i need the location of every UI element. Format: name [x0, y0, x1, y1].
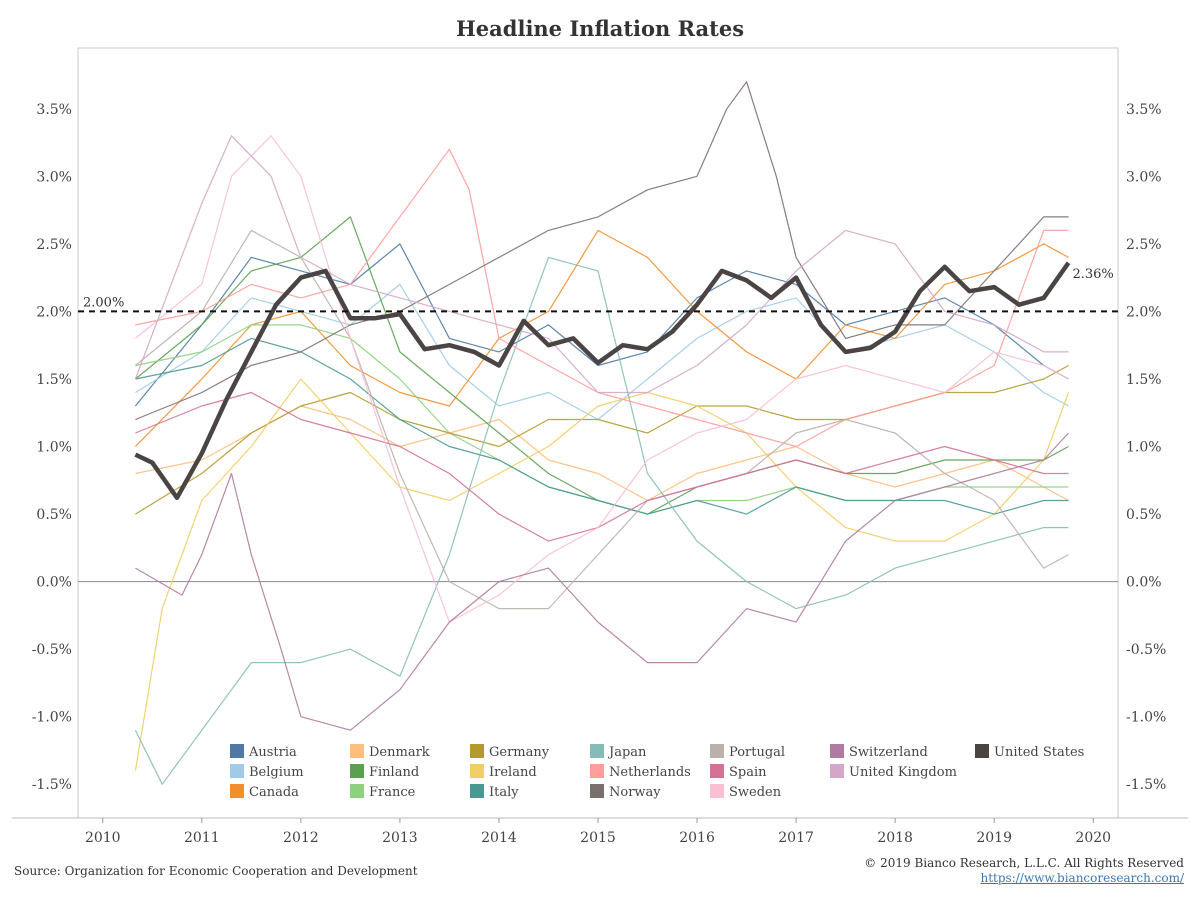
legend-label: United States [994, 745, 1084, 760]
y-tick-label-right: -0.5% [1126, 642, 1166, 658]
copyright-note: © 2019 Bianco Research, L.L.C. All Right… [864, 856, 1184, 870]
series-line-sweden [135, 135, 1069, 623]
legend-label: France [369, 785, 416, 800]
plot-frame [77, 47, 1119, 819]
y-tick-label-left: 2.5% [36, 237, 72, 253]
y-tick-label-left: -0.5% [32, 642, 72, 658]
website-link[interactable]: https://www.biancoresearch.com/ [980, 871, 1184, 885]
legend-label: Austria [248, 745, 297, 760]
y-tick-label-left: 0.0% [36, 575, 72, 591]
legend: Austria Belgium Canada Denmark Finland France… [230, 744, 1084, 800]
y-tick-label-right: 2.5% [1126, 237, 1162, 253]
y-tick-label-left: 3.5% [36, 102, 72, 118]
x-tick-label: 2015 [580, 830, 616, 846]
x-tick-label: 2010 [85, 830, 121, 846]
y-tick-label-left: 1.0% [36, 440, 72, 456]
series-line-united-kingdom [134, 135, 1069, 394]
legend-label: Belgium [249, 765, 304, 780]
source-note: Source: Organization for Economic Cooper… [14, 864, 418, 878]
y-tick-label-right: 3.5% [1126, 102, 1162, 118]
legend-swatch [830, 764, 844, 778]
reference-line-label: 2.00% [83, 295, 124, 310]
legend-swatch [830, 744, 844, 758]
series-line-canada [134, 229, 1069, 447]
line-chart: 2010 2011 2012 2013 2014 2015 2016 2017 2018 2019… [12, 47, 1188, 846]
legend-label: Finland [369, 765, 419, 780]
series-line-united-states [134, 261, 1071, 501]
legend-label: Spain [729, 765, 767, 780]
legend-label: Sweden [729, 785, 782, 800]
legend-swatch [350, 744, 364, 758]
series-line-finland [135, 216, 1069, 515]
legend-swatch [350, 764, 364, 778]
series-line-japan [134, 256, 1069, 785]
y-tick-label-right: 1.0% [1126, 440, 1162, 456]
axes: 2010 2011 2012 2013 2014 2015 2016 2017 2018 2019… [12, 47, 1188, 846]
y-tick-label-left: 2.0% [36, 304, 72, 320]
x-tick-label: 2020 [1075, 830, 1111, 846]
overlay: 2.00% 2.36% [78, 267, 1118, 313]
legend-label: Japan [607, 745, 647, 760]
x-tick-label: 2013 [382, 830, 418, 846]
legend-swatch [710, 764, 724, 778]
legend-label: Norway [609, 785, 661, 800]
y-tick-label-left: -1.5% [32, 777, 72, 793]
x-tick-label: 2014 [481, 830, 517, 846]
series-line-norway [135, 81, 1069, 421]
end-value-label: 2.36% [1072, 267, 1113, 282]
legend-label: Germany [489, 745, 550, 760]
legend-swatch [470, 784, 484, 798]
series-line-spain [135, 391, 1069, 542]
legend-swatch [710, 744, 724, 758]
legend-label: Ireland [489, 765, 537, 780]
y-tick-label-right: 3.0% [1126, 169, 1162, 185]
x-tick-label: 2019 [976, 830, 1012, 846]
legend-swatch [590, 764, 604, 778]
legend-swatch [230, 784, 244, 798]
y-tick-label-right: 2.0% [1126, 304, 1162, 320]
y-tick-label-right: -1.0% [1126, 710, 1166, 726]
y-tick-label-right: 0.0% [1126, 575, 1162, 591]
legend-swatch [230, 764, 244, 778]
legend-label: Denmark [369, 745, 430, 760]
chart-title: Headline Inflation Rates [455, 16, 745, 41]
series-lines [134, 81, 1071, 785]
legend-label: Canada [249, 785, 299, 800]
x-tick-label: 2018 [877, 830, 913, 846]
legend-swatch [470, 744, 484, 758]
legend-label: Netherlands [609, 765, 691, 780]
series-line-netherlands [135, 148, 1069, 448]
legend-swatch [590, 744, 604, 758]
series-line-italy [135, 337, 1069, 515]
y-tick-label-right: 0.5% [1126, 507, 1162, 523]
series-line-portugal [135, 229, 1069, 610]
legend-swatch [470, 764, 484, 778]
y-tick-label-left: 3.0% [36, 169, 72, 185]
x-tick-label: 2012 [283, 830, 319, 846]
y-tick-label-left: 0.5% [36, 507, 72, 523]
legend-label: Portugal [729, 745, 785, 760]
legend-swatch [590, 784, 604, 798]
legend-swatch [975, 744, 989, 758]
x-tick-label: 2011 [184, 830, 220, 846]
legend-label: Italy [489, 785, 519, 800]
y-tick-label-left: 1.5% [36, 372, 72, 388]
legend-swatch [710, 784, 724, 798]
y-tick-label-left: -1.0% [32, 710, 72, 726]
y-tick-label-right: 1.5% [1126, 372, 1162, 388]
series-line-denmark [135, 405, 1069, 502]
legend-label: Switzerland [849, 745, 928, 760]
x-tick-label: 2016 [679, 830, 715, 846]
legend-label: United Kingdom [849, 765, 957, 780]
legend-swatch [350, 784, 364, 798]
y-tick-label-right: -1.5% [1126, 777, 1166, 793]
legend-swatch [230, 744, 244, 758]
x-tick-label: 2017 [778, 830, 814, 846]
series-line-ireland [134, 378, 1070, 771]
series-line-switzerland [135, 432, 1069, 731]
